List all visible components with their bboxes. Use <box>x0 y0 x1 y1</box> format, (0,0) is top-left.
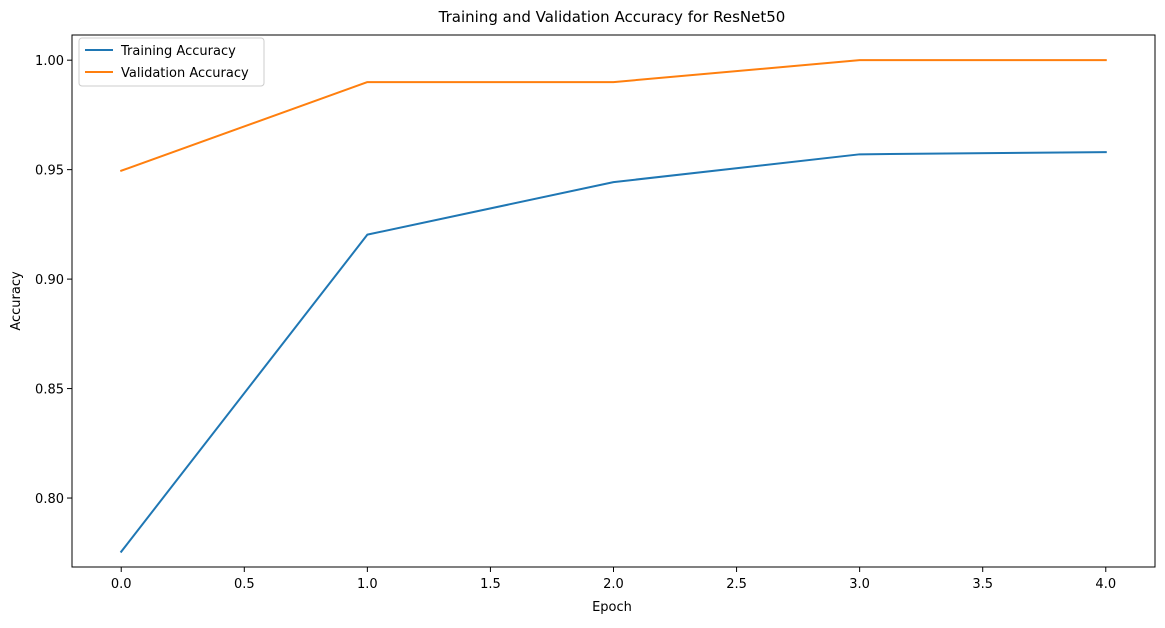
series-group <box>121 60 1106 552</box>
y-tick-label-3: 0.95 <box>35 164 64 179</box>
plot-area-frame <box>72 35 1155 567</box>
series-line-0 <box>121 152 1106 552</box>
y-tick-label-1: 0.85 <box>35 383 64 398</box>
x-tick-label-2: 1.0 <box>357 577 378 592</box>
chart-legend: Training Accuracy Validation Accuracy <box>79 38 264 86</box>
x-tick-label-3: 1.5 <box>480 577 501 592</box>
y-tick-label-4: 1.00 <box>35 54 64 69</box>
x-axis-label: Epoch <box>592 600 632 615</box>
x-tick-label-5: 2.5 <box>726 577 747 592</box>
x-tick-label-4: 2.0 <box>603 577 624 592</box>
y-axis-label: Accuracy <box>9 271 24 331</box>
y-tick-label-2: 0.90 <box>35 273 64 288</box>
x-axis: 0.0 0.5 1.0 1.5 2.0 2.5 3.0 3.5 4.0 <box>111 567 1116 592</box>
x-tick-label-8: 4.0 <box>1095 577 1116 592</box>
x-tick-label-0: 0.0 <box>111 577 132 592</box>
chart-title: Training and Validation Accuracy for Res… <box>438 8 786 26</box>
x-tick-label-1: 0.5 <box>234 577 255 592</box>
y-tick-label-0: 0.80 <box>35 492 64 507</box>
legend-label-training: Training Accuracy <box>120 44 236 59</box>
x-tick-label-7: 3.5 <box>972 577 993 592</box>
x-tick-label-6: 3.0 <box>849 577 870 592</box>
y-axis: 0.80 0.85 0.90 0.95 1.00 <box>35 54 72 507</box>
legend-label-validation: Validation Accuracy <box>121 66 249 81</box>
